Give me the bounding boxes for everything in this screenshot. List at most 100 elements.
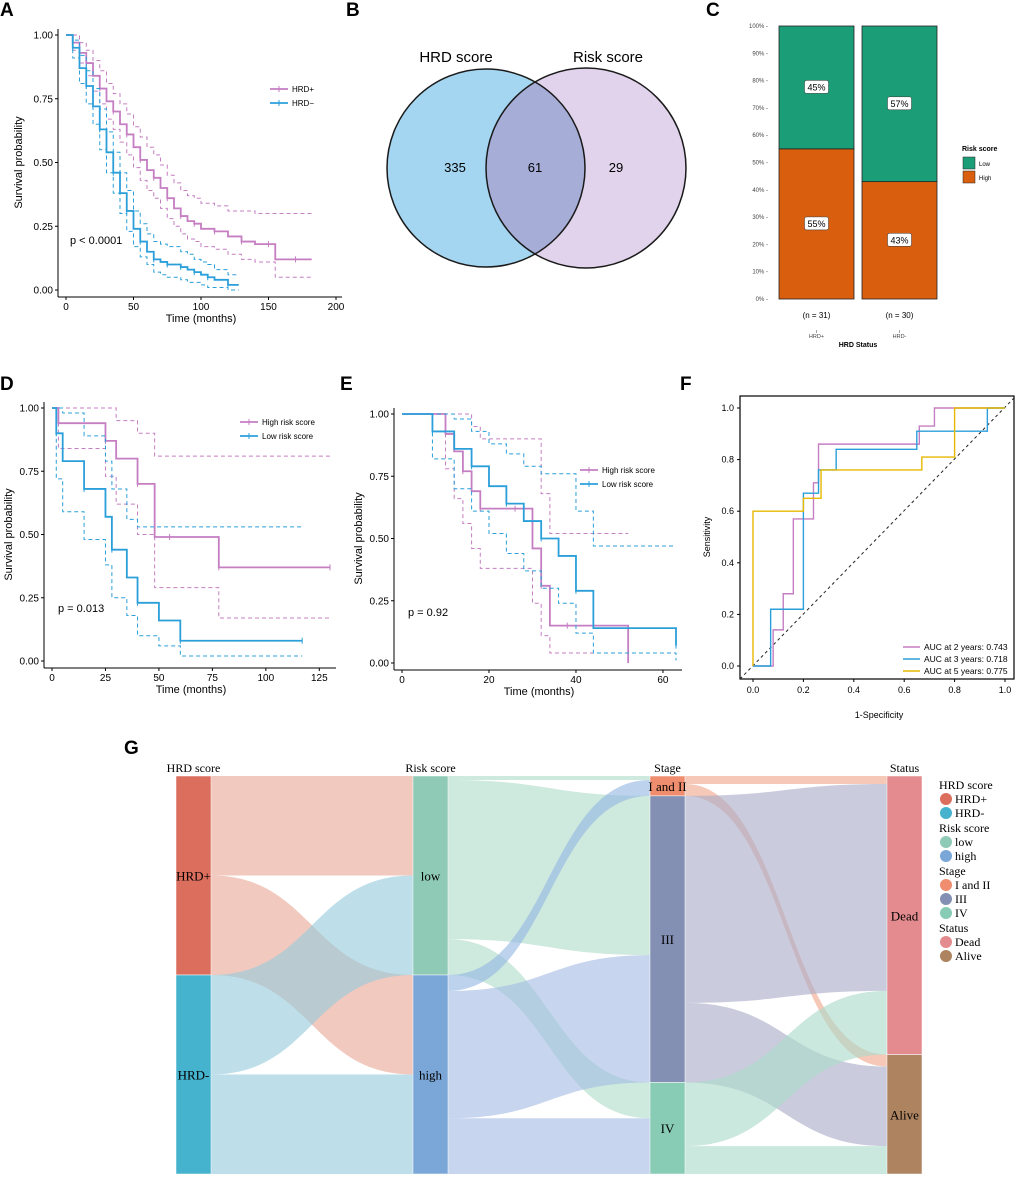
x-axis-label: Time (months) [504,686,575,698]
y-tick-label: 20% - [752,242,768,248]
sankey-node-low [412,775,449,976]
y-tick-label: 1.0 [721,403,734,413]
survival-curve-0 [66,34,312,261]
km-plot-e: 0 20 40 60 0.00 0.25 0.50 0.75 1.00 Time (months)… [353,408,682,698]
venn-set-label-risk: Risk score [573,49,643,66]
sankey-node-iv [649,1082,686,1175]
panel-letter-G: G [124,738,139,759]
x-axis-label: Time (months) [156,684,227,696]
sankey-links [211,776,887,1174]
x-tick-label: 50 [128,302,140,313]
roc-curve-2 [752,407,1005,666]
survival-curve-0 [52,407,330,569]
sankey-node-label: low [421,869,441,884]
ci-lower-1 [66,34,239,291]
venn-outline-risk [485,67,687,269]
stacked-bar-chart: 0% - 10% - 20% - 30% - 40% - 50% - 60% - 70% - 8… [749,24,998,349]
legend-label: HRD+ [955,792,987,806]
y-tick-label: 0.50 [20,530,40,541]
x-tick-label: 40 [570,675,582,686]
y-tick-label: 80% - [752,79,768,85]
legend-label: high [955,849,976,863]
legend-label: III [955,892,967,906]
sankey-link-HRD-low [211,875,413,1075]
x-tick-label: 0.8 [948,685,961,695]
data-label: 57% [890,99,908,109]
x-tick-label: 100 [193,302,210,313]
x-tick-label: 100 [258,673,275,684]
legend-label: low [955,835,973,849]
x-axis-label: HRD Status [839,342,878,349]
y-tick-label: 0.50 [34,158,54,169]
y-axis-label: Sensitivity [702,516,712,557]
panel-letter-D: D [0,374,14,395]
legend-label-0: HRD+ [292,85,314,94]
legend-title: Risk score [962,146,998,153]
sankey-link-IV-Alive [685,1146,887,1174]
x-tick-label: 200 [328,302,345,313]
y-tick-label: 0.8 [721,455,734,465]
y-tick-label: 90% - [752,51,768,57]
x-tick-label: 0.6 [898,685,911,695]
y-tick-label: 0.00 [20,657,40,668]
venn-outline-hrd [386,68,586,268]
legend-dot [940,907,952,919]
legend-label: I and II [955,878,990,892]
x-tick-label: 75 [207,673,219,684]
sankey-link-high-III [448,955,650,1119]
sankey-node-high [412,974,449,1175]
x-tick-label: 0 [399,675,405,686]
y-tick-label: 1.00 [20,404,40,415]
y-tick-label: 30% - [752,215,768,221]
bar-segment-high [861,181,938,300]
sankey-axis-title: Risk score [405,761,455,775]
y-tick-label: 60% - [752,133,768,139]
sankey-link-III-Dead [685,783,887,1003]
data-label-box [804,216,829,231]
sankey-node-iii [649,795,686,1083]
roc-plot: 0.0 0.2 0.4 0.6 0.8 1.0 0.0 0.2 0.4 0.6 0.8 1.0 1-Sp… [702,395,1015,720]
sankey-link-IV-Dead [685,990,887,1147]
bar-count-label: (n = 30) [886,311,914,320]
x-tick-label: 125 [311,673,328,684]
y-tick-label: 0.4 [721,558,734,568]
legend-dot [940,879,952,891]
legend-label-low: Low [979,162,991,168]
venn-set-label-hrd: HRD score [419,49,492,66]
p-value: p = 0.013 [58,603,104,615]
legend-label-0: High risk score [262,418,315,427]
venn-count-intersection: 61 [528,160,542,175]
venn-intersection [486,69,585,267]
y-tick-label: 0.6 [721,506,734,516]
legend-label: IV [955,906,968,920]
legend-title: Stage [939,864,966,878]
legend-title: Status [939,921,969,935]
panel-letter-E: E [340,374,353,395]
panel-letter-F: F [680,374,692,395]
y-tick-label: 1.00 [34,31,54,42]
survival-curve-1 [402,413,677,646]
legend-label-2: AUC at 5 years: 0.775 [924,666,1008,676]
diagonal-reference [739,397,1015,680]
sankey-link-low-III [448,779,650,956]
panel-letter-C: C [706,0,720,21]
sankey-node-dead [886,775,923,1055]
data-label: 43% [890,235,908,245]
survival-curve-1 [66,34,239,286]
y-tick-label: 70% - [752,106,768,112]
legend-label-0: AUC at 2 years: 0.743 [924,642,1008,652]
legend-dot [940,793,952,805]
y-tick-label: 0.50 [370,534,390,545]
x-tick-label: 25 [100,673,112,684]
roc-curve-0 [753,407,1005,667]
panel-letter-A: A [0,0,14,21]
x-tick-label: 50 [153,673,165,684]
legend-title: Risk score [939,821,989,835]
sankey-node-label: high [419,1068,443,1083]
p-value: p < 0.0001 [70,235,122,247]
data-label-box [887,96,912,111]
x-tick-label: HRD+ [809,334,824,340]
y-tick-label: 0.75 [34,94,54,105]
legend-label-0: High risk score [602,466,655,475]
x-tick-label: 1.0 [999,685,1012,695]
